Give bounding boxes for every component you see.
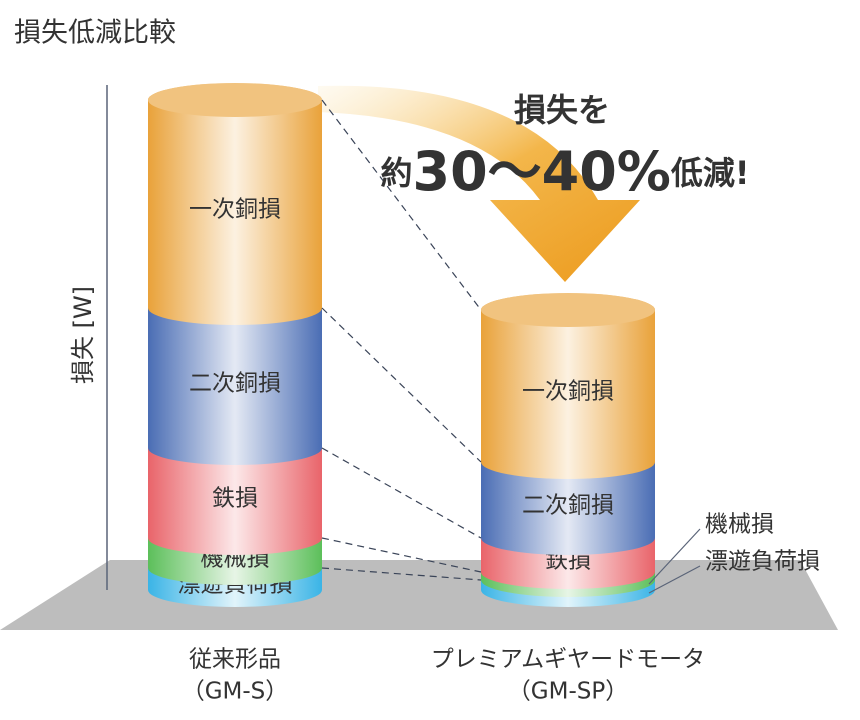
annotation-prefix: 約 [380, 154, 412, 192]
segment-label: 漂遊負荷損 [705, 549, 820, 575]
annotation-emphasis: 30〜40% [413, 140, 671, 203]
leader-line [648, 565, 701, 594]
segment-label: 一次銅損 [522, 379, 614, 405]
cylinder-segment [148, 83, 322, 325]
annotation: 約30〜40%低減! [380, 140, 749, 203]
cylinder-segment [148, 291, 322, 465]
cylinder-top [148, 83, 322, 117]
chart-title: 損失低減比較 [14, 18, 176, 49]
x-tick-label: 従来形品 [189, 647, 281, 673]
segment-label: 二次銅損 [189, 371, 281, 397]
leader-line [648, 528, 701, 585]
connector [321, 537, 482, 573]
connector [321, 567, 482, 581]
connector [321, 307, 482, 463]
segment-label: 一次銅損 [189, 197, 281, 223]
y-axis-label: 損失 [W] [69, 286, 97, 384]
connector [321, 447, 482, 539]
x-tick-label: プレミアムギヤードモータ [431, 647, 705, 673]
reduction-arrow [318, 85, 640, 282]
x-tick-label: （GM-S） [182, 679, 289, 705]
annotation-suffix: 低減! [671, 154, 750, 192]
cylinder-top [481, 293, 655, 327]
cylinders: 漂遊負荷損機械損鉄損二次銅損一次銅損従来形品（GM-S）鉄損二次銅損一次銅損機械… [148, 83, 820, 705]
segment-label: 鉄損 [212, 486, 258, 512]
segment-label: 機械損 [705, 512, 774, 538]
connector [321, 99, 482, 311]
annotation: 損失を [514, 91, 610, 129]
segment-label: 二次銅損 [522, 493, 614, 519]
cylinder-segment [481, 293, 655, 479]
x-tick-label: （GM-SP） [508, 679, 628, 705]
